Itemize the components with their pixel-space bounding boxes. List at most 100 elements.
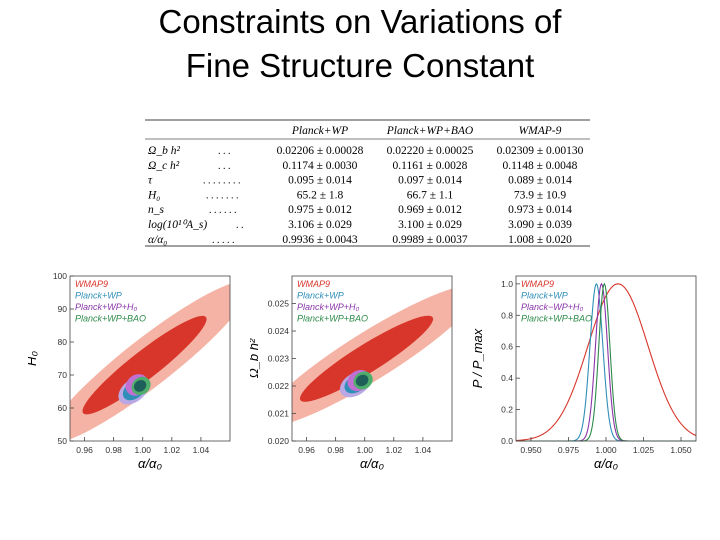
table-cell-6-2: 1.008 ± 0.020 [508,234,572,246]
plot3-legend-2: Planck−WP+H₀ [521,302,584,312]
plot2-xticklabel-4: 1.04 [415,445,432,455]
table-cell-1-0: 0.1174 ± 0.0030 [283,160,358,172]
plot1-contours [70,281,230,441]
plot2-xticklabel-1: 0.98 [327,445,344,455]
plot3-yticklabel-0: 0.0 [501,436,513,446]
plot3-yticklabel-1: 0.2 [501,405,513,415]
plot1-yticklabel-0: 50 [58,436,68,446]
table-cell-3-1: 66.7 ± 1.1 [407,189,454,201]
table-param-0: Ω_b h² [148,145,180,157]
plot2-core-68 [355,374,369,387]
table-cell-6-0: 0.9936 ± 0.0043 [282,234,358,246]
plot3-yticklabel-5: 1.0 [501,279,513,289]
table-header-0: Planck+WP [291,125,348,137]
plot1-yticklabel-2: 70 [58,370,68,380]
plot1-xticklabel-2: 1.00 [134,445,151,455]
plot2-yticklabel-2: 0.022 [268,381,290,391]
plot3-yticklabel-2: 0.4 [501,373,513,383]
plot1-yticklabel-4: 90 [58,304,68,314]
table-cell-0-2: 0.02309 ± 0.00130 [497,145,584,157]
table-cell-0-0: 0.02206 ± 0.00028 [277,145,364,157]
table-dots-2: . . . . . . . . [203,176,241,187]
table-dots-0: . . . [218,146,231,157]
plot2-legend-0: WMAP9 [297,279,330,289]
plot2-wmap-68 [299,315,434,402]
plot3-xlabel: α/α₀ [594,456,618,471]
table-cell-1-1: 0.1161 ± 0.0028 [393,160,468,172]
plot2-legend-2: Planck+WP+H₀ [297,302,360,312]
plot2-xticklabel-0: 0.96 [298,445,315,455]
slide-title-line-2: Fine Structure Constant [185,47,535,84]
plot3-yticklabel-4: 0.8 [501,310,513,320]
plot2-ylabel: Ω_b h² [250,338,261,378]
plot3-legend-0: WMAP9 [521,279,554,289]
plot1-legend-3: Planck+WP+BAO [75,314,146,324]
plot2-xticklabel-3: 1.02 [386,445,403,455]
table-dots-3: . . . . . . . [206,190,239,201]
table-header-1: Planck+WP+BAO [386,125,474,137]
table-header-2: WMAP-9 [519,125,562,137]
plot1-xticklabel-0: 0.96 [76,445,93,455]
table-param-3: H₀ [147,189,160,201]
plot2-yticklabel-1: 0.021 [268,409,290,419]
plot1-legend-1: Planck+WP [75,291,122,301]
plot-omegab-svg: 0.96 0.98 1.00 1.02 1.04 0.020 0.021 0.022 0.023… [246,275,453,471]
table-param-6: α/α₀ [148,234,167,246]
parameter-table: Planck+WP Planck+WP+BAO WMAP-9 Ω_b h² . . .… [145,118,590,248]
plot2-xticklabel-2: 1.00 [356,445,373,455]
plot3-xticklabel-0: 0.950 [520,445,542,455]
table-cell-4-0: 0.975 ± 0.012 [288,204,352,216]
plot1-legend-0: WMAP9 [75,279,108,289]
table-dots-1: . . . [218,161,231,172]
plot1-ylabel: H₀ [28,351,39,366]
table-cell-4-2: 0.973 ± 0.014 [508,204,572,216]
parameter-table-svg: Planck+WP Planck+WP+BAO WMAP-9 Ω_b h² . . .… [145,119,590,247]
table-cell-2-0: 0.095 ± 0.014 [288,175,352,187]
plot2-yticklabel-5: 0.025 [268,299,290,309]
plot1-xlabel: α/α₀ [138,456,162,471]
plot1-frame [69,275,231,442]
table-cell-2-2: 0.089 ± 0.014 [508,175,572,187]
table-cell-5-2: 3.090 ± 0.039 [508,219,572,231]
table-param-2: τ [148,175,153,187]
plot3-yticklabel-3: 0.6 [501,342,513,352]
plot2-yticklabel-4: 0.024 [268,326,290,336]
plot1-yticklabel-5: 100 [53,271,67,281]
plot3-xticklabel-3: 1.025 [633,445,655,455]
plot2-yticklabel-3: 0.023 [268,354,290,364]
plot1-xticklabel-4: 1.04 [193,445,210,455]
plot2-contours [292,284,452,427]
table-cell-2-1: 0.097 ± 0.014 [398,175,462,187]
plot1-legend-2: Planck+WP+H₀ [75,302,138,312]
plot3-legend-3: Planck+WP+BAO [521,314,592,324]
table-dots-5: . . [236,220,244,231]
table-cell-3-2: 73.9 ± 10.9 [514,189,567,201]
slide-title-line-1: Constraints on Variations of [158,3,562,40]
plot3-frame [515,275,697,442]
plot-omegab-vs-alpha: 0.96 0.98 1.00 1.02 1.04 0.020 0.021 0.022 0.023… [246,262,462,479]
table-cell-5-0: 3.106 ± 0.029 [288,219,352,231]
table-cell-3-0: 65.2 ± 1.8 [297,189,344,201]
plot-posterior-svg: 0.950 0.975 1.000 1.025 1.050 0.0 0.2 0.4 0.6 0.8… [470,275,697,471]
plot3-ylabel: P / P_max [470,328,485,388]
plot1-wmap-68 [82,315,207,415]
table-cell-0-1: 0.02220 ± 0.00025 [387,145,474,157]
plot3-xticklabel-4: 1.050 [670,445,692,455]
plot2-yticklabel-0: 0.020 [268,436,290,446]
table-param-1: Ω_c h² [148,160,180,172]
table-cell-6-1: 0.9989 ± 0.0037 [392,234,468,246]
plot1-yticklabel-1: 60 [58,403,68,413]
table-dots-6: . . . . . [212,235,235,246]
table-cell-4-1: 0.969 ± 0.012 [398,204,462,216]
table-param-4: n_s [148,204,165,216]
plot3-xticklabel-1: 0.975 [558,445,580,455]
plot1-xticklabel-1: 0.98 [105,445,122,455]
plot2-xlabel: α/α₀ [360,456,384,471]
plot3-xticklabel-2: 1.000 [595,445,617,455]
table-dots-4: . . . . . . [209,205,237,216]
table-param-5: log(10¹⁰A_s) [148,219,207,231]
table-cell-1-2: 0.1148 ± 0.0048 [503,160,578,172]
plot-posterior-alpha: 0.950 0.975 1.000 1.025 1.050 0.0 0.2 0.4 0.6 0.8… [470,262,705,479]
plot2-legend-1: Planck+WP [297,291,344,301]
plot-h0-svg: 0.96 0.98 1.00 1.02 1.04 50 60 70 80 90 100 α/α₀ H₀ W… [24,271,231,471]
